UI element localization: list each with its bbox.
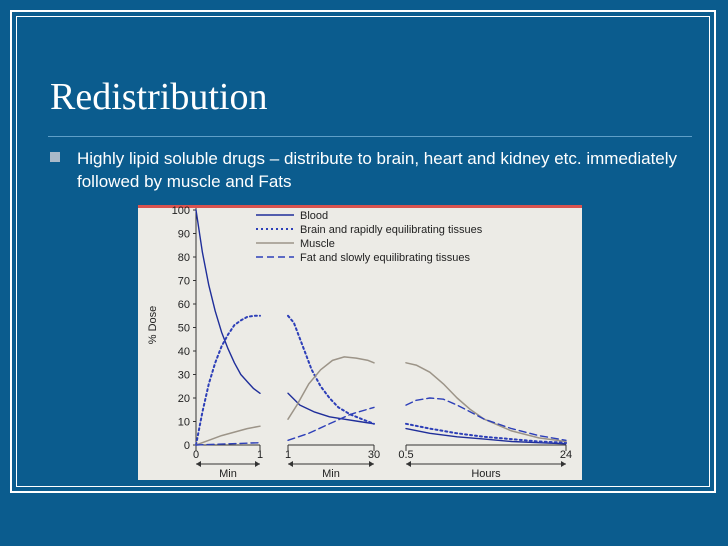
series-line-brain [405, 422, 567, 444]
y-tick-label: 40 [178, 346, 190, 358]
x-tick-label: 24 [560, 449, 572, 461]
y-tick-label: 70 [178, 276, 190, 288]
x-tick-label: 30 [368, 449, 380, 461]
x-range-arrowhead-left [196, 461, 201, 467]
x-axis-label: Min [322, 468, 340, 480]
series-line-blood [195, 209, 261, 395]
y-tick-label: 90 [178, 229, 190, 241]
legend-label: Brain and rapidly equilibrating tissues [300, 224, 483, 236]
y-tick-label: 50 [178, 323, 190, 335]
x-range-arrowhead-left [406, 461, 411, 467]
y-tick-label: 100 [172, 205, 190, 217]
x-range-arrowhead-right [561, 461, 566, 467]
x-tick-label: 0 [193, 449, 199, 461]
title-divider [48, 136, 692, 137]
series-line-blood [405, 427, 567, 445]
series-line-fat [405, 397, 567, 442]
series-line-fat [287, 406, 375, 442]
y-axis-label: % Dose [147, 306, 159, 345]
y-tick-label: 60 [178, 299, 190, 311]
x-range-arrowhead-right [369, 461, 374, 467]
series-line-brain [195, 314, 261, 446]
y-tick-label: 0 [184, 440, 190, 452]
series-line-muscle [405, 362, 567, 443]
x-tick-label: 1 [285, 449, 291, 461]
x-axis-label: Hours [471, 468, 501, 480]
y-tick-label: 80 [178, 252, 190, 264]
slide-inner-frame [16, 16, 710, 487]
series-line-brain [287, 314, 375, 425]
series-line-fat [195, 441, 261, 446]
chart-image: 0 10 20 30 40 50 60 70 80 90 100% Dose Blood Brain a… [138, 205, 582, 480]
y-tick-label: 20 [178, 393, 190, 405]
x-range-arrowhead-left [288, 461, 293, 467]
x-tick-label: 0.5 [398, 449, 413, 461]
series-line-muscle [195, 425, 261, 446]
y-tick-label: 30 [178, 370, 190, 382]
slide-title: Redistribution [50, 76, 268, 118]
slide-outer-frame [10, 10, 716, 493]
legend-label: Fat and slowly equilibrating tissues [300, 252, 470, 264]
x-tick-label: 1 [257, 449, 263, 461]
series-line-blood [287, 392, 375, 425]
x-range-arrowhead-right [255, 461, 260, 467]
top-edge-strip [138, 205, 582, 208]
legend-label: Muscle [300, 238, 335, 250]
y-tick-label: 10 [178, 417, 190, 429]
legend-label: Blood [300, 210, 328, 222]
bullet-text: Highly lipid soluble drugs – distribute … [77, 149, 678, 191]
x-axis-label: Min [219, 468, 237, 480]
square-bullet-icon [50, 152, 60, 162]
series-line-muscle [287, 356, 375, 420]
